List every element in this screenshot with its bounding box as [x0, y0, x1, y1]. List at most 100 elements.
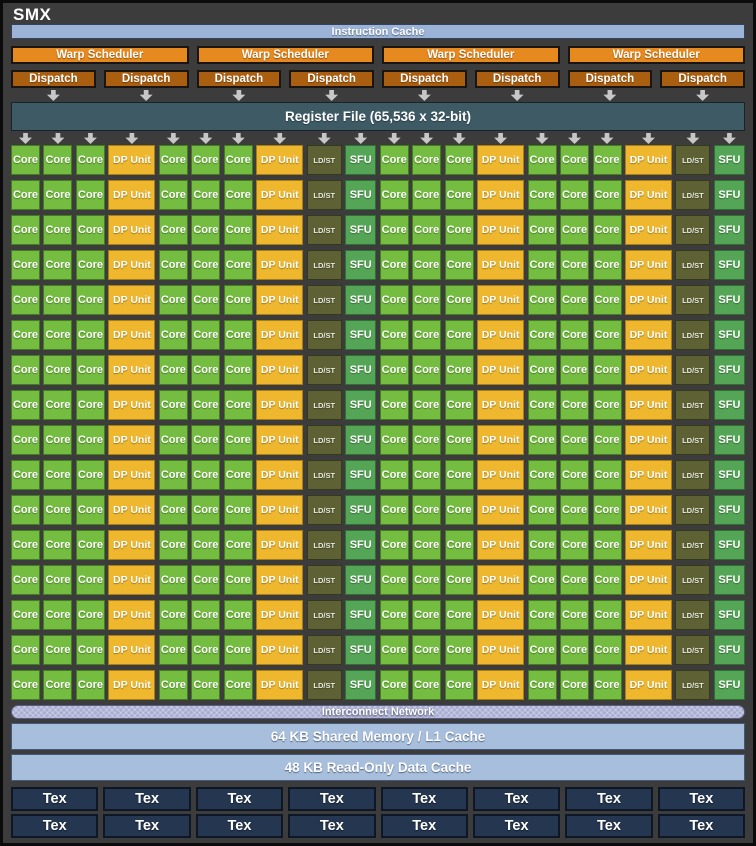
dp-cell: DP Unit: [256, 600, 304, 630]
tex-box: Tex: [565, 787, 653, 811]
core-cell: Core: [444, 530, 474, 560]
dp-cell: DP Unit: [256, 565, 304, 595]
core-cell: Core: [11, 530, 40, 560]
dp-cell: DP Unit: [624, 635, 672, 665]
grid-row: Core Core Core DP Unit Core Core Core DP Unit LD…: [11, 600, 745, 630]
down-arrow-icon: [51, 133, 65, 144]
tex-box: Tex: [288, 787, 376, 811]
tex-box: Tex: [472, 787, 561, 811]
dispatch-arrows-row: [11, 89, 745, 102]
down-arrow-icon: [696, 90, 710, 101]
core-cell: Core: [412, 530, 442, 560]
core-cell: Core: [191, 145, 221, 175]
core-cell: Core: [592, 565, 622, 595]
dp-cell: DP Unit: [477, 425, 525, 455]
sfu-cell: SFU: [713, 495, 745, 525]
core-cell: Core: [158, 495, 188, 525]
core-cell: Core: [592, 530, 622, 560]
ldst-cell: LD/ST: [306, 565, 342, 595]
column-arrow-slot: [256, 132, 303, 145]
dp-cell: DP Unit: [108, 565, 156, 595]
ldst-cell: LD/ST: [675, 565, 711, 595]
core-cell: Core: [379, 495, 409, 525]
down-arrow-icon: [166, 133, 180, 144]
dispatch-arrow-slot: [11, 89, 96, 102]
core-cell: Core: [444, 390, 474, 420]
core-cell: Core: [592, 425, 622, 455]
dp-cell: DP Unit: [256, 390, 304, 420]
down-arrow-icon: [19, 133, 32, 144]
core-cell: Core: [158, 180, 188, 210]
core-cell: Core: [75, 250, 105, 280]
column-arrow-slot: [593, 132, 622, 145]
core-cell: Core: [560, 425, 590, 455]
core-cell: Core: [560, 390, 590, 420]
grid-row: Core Core Core DP Unit Core Core Core DP Unit LD…: [11, 460, 745, 490]
core-cell: Core: [43, 355, 73, 385]
core-cell: Core: [158, 565, 188, 595]
tex-box: Tex: [103, 814, 191, 838]
dp-cell: DP Unit: [477, 495, 525, 525]
dp-cell: DP Unit: [624, 250, 672, 280]
core-cell: Core: [592, 600, 622, 630]
core-cell: Core: [11, 635, 40, 665]
ldst-cell: LD/ST: [306, 530, 342, 560]
core-cell: Core: [223, 180, 253, 210]
dp-cell: DP Unit: [624, 215, 672, 245]
core-cell: Core: [444, 600, 474, 630]
dp-cell: DP Unit: [256, 530, 304, 560]
grid-row: Core Core Core DP Unit Core Core Core DP Unit LD…: [11, 145, 745, 175]
dp-cell: DP Unit: [624, 355, 672, 385]
core-cell: Core: [444, 250, 474, 280]
sfu-cell: SFU: [345, 495, 377, 525]
core-cell: Core: [191, 460, 221, 490]
down-arrow-icon: [232, 90, 246, 101]
core-cell: Core: [158, 460, 188, 490]
core-cell: Core: [592, 145, 622, 175]
down-arrow-icon: [452, 133, 466, 144]
core-cell: Core: [592, 460, 622, 490]
warp-scheduler-box: Warp Scheduler: [196, 46, 374, 64]
down-arrow-icon: [722, 133, 736, 144]
sfu-cell: SFU: [345, 565, 377, 595]
core-cell: Core: [158, 530, 188, 560]
core-cell: Core: [592, 355, 622, 385]
down-arrow-icon: [686, 133, 700, 144]
core-cell: Core: [592, 285, 622, 315]
core-cell: Core: [191, 180, 221, 210]
core-cell: Core: [191, 215, 221, 245]
dp-cell: DP Unit: [477, 530, 525, 560]
core-cell: Core: [444, 670, 474, 700]
dispatch-arrow-slot: [475, 89, 560, 102]
down-arrow-icon: [354, 133, 368, 144]
dp-cell: DP Unit: [624, 320, 672, 350]
core-cell: Core: [592, 250, 622, 280]
core-cell: Core: [43, 530, 73, 560]
core-cell: Core: [444, 495, 474, 525]
core-cell: Core: [158, 145, 188, 175]
tex-box: Tex: [103, 787, 191, 811]
tex-box: Tex: [288, 814, 376, 838]
ldst-cell: LD/ST: [306, 180, 342, 210]
core-cell: Core: [379, 530, 409, 560]
core-cell: Core: [223, 565, 253, 595]
core-cell: Core: [223, 215, 253, 245]
down-arrow-icon: [568, 133, 582, 144]
core-cell: Core: [191, 635, 221, 665]
dispatch-box: Dispatch: [196, 70, 282, 88]
core-cell: Core: [11, 425, 40, 455]
core-cell: Core: [560, 180, 590, 210]
core-cell: Core: [412, 320, 442, 350]
register-file-bar: Register File (65,536 x 32-bit): [11, 102, 745, 131]
dp-cell: DP Unit: [108, 600, 156, 630]
ldst-cell: LD/ST: [675, 355, 711, 385]
ldst-cell: LD/ST: [306, 600, 342, 630]
core-cell: Core: [412, 145, 442, 175]
dp-cell: DP Unit: [256, 425, 304, 455]
sfu-cell: SFU: [713, 460, 745, 490]
core-cell: Core: [11, 600, 40, 630]
dispatch-box: Dispatch: [474, 70, 560, 88]
ldst-cell: LD/ST: [675, 460, 711, 490]
readonly-data-cache-bar: 48 KB Read-Only Data Cache: [11, 754, 745, 781]
dp-cell: DP Unit: [108, 425, 156, 455]
